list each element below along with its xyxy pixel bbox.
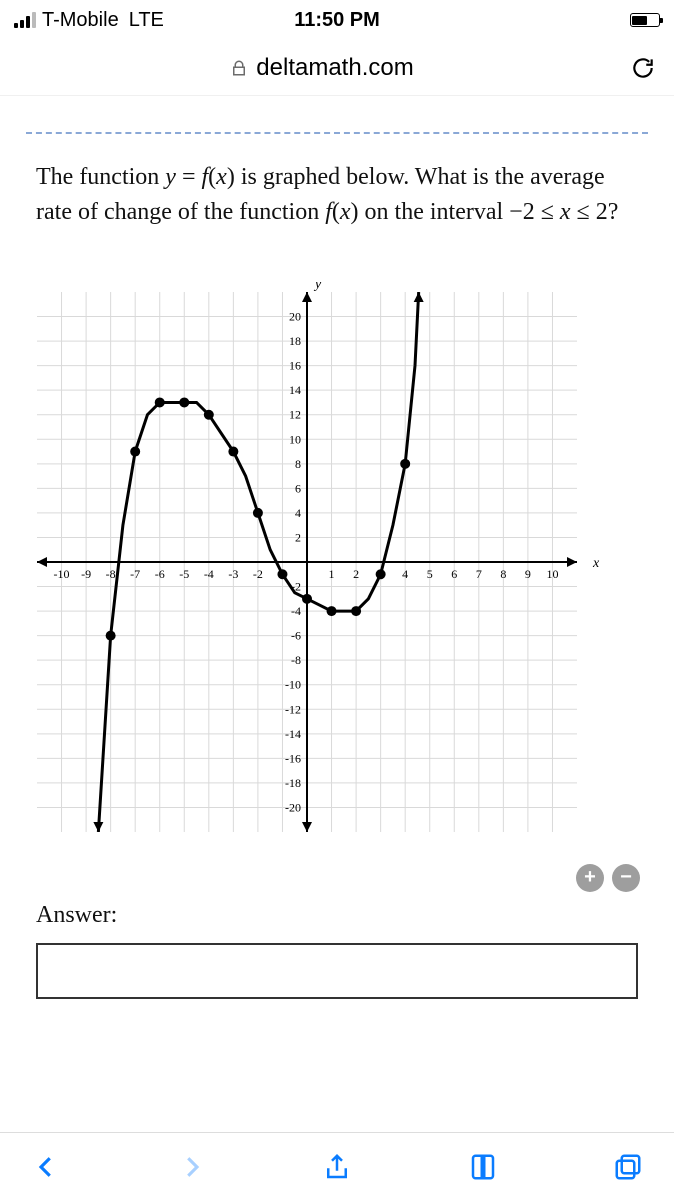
share-button[interactable] [317, 1147, 357, 1187]
answer-section: Answer: [36, 902, 638, 999]
network-label: LTE [129, 9, 164, 32]
svg-text:9: 9 [525, 567, 531, 581]
question-text: The function y = f(x) is graphed below. … [36, 160, 638, 230]
svg-text:-4: -4 [204, 567, 214, 581]
svg-text:-14: -14 [285, 726, 301, 740]
status-left: T-Mobile LTE [14, 9, 229, 32]
book-icon [468, 1152, 498, 1182]
svg-text:-16: -16 [285, 751, 301, 765]
svg-text:-7: -7 [130, 567, 140, 581]
svg-text:-20: -20 [285, 800, 301, 814]
plus-icon: + [584, 866, 596, 889]
minus-icon: − [620, 866, 632, 889]
q-p1: ( [208, 164, 216, 190]
q-mid2: on the interval [359, 199, 510, 225]
q-int-r: ≤ 2 [571, 199, 608, 225]
tabs-button[interactable] [608, 1147, 648, 1187]
svg-text:16: 16 [289, 358, 301, 372]
svg-text:20: 20 [289, 309, 301, 323]
reload-icon [630, 55, 656, 81]
svg-text:8: 8 [295, 456, 301, 470]
svg-text:-5: -5 [179, 567, 189, 581]
status-time: 11:50 PM [229, 9, 444, 32]
signal-icon [14, 12, 36, 28]
svg-text:-8: -8 [291, 653, 301, 667]
svg-text:-8: -8 [106, 567, 116, 581]
url-display[interactable]: deltamath.com [16, 54, 628, 82]
answer-label: Answer: [36, 902, 638, 929]
lock-icon [230, 59, 248, 77]
tabs-icon [613, 1152, 643, 1182]
svg-text:-18: -18 [285, 776, 301, 790]
q-c1: ) [227, 164, 235, 190]
bookmarks-button[interactable] [463, 1147, 503, 1187]
carrier-label: T-Mobile [42, 9, 119, 32]
q-y: y [165, 164, 176, 190]
svg-text:6: 6 [295, 481, 301, 495]
chart-container: -10-9-8-7-6-5-4-3-2-112345678910-20-18-1… [0, 282, 674, 842]
svg-text:6: 6 [451, 567, 457, 581]
status-bar: T-Mobile LTE 11:50 PM [0, 0, 674, 40]
svg-text:-10: -10 [285, 677, 301, 691]
zoom-controls: + − [576, 864, 640, 892]
q-eq: = [176, 164, 202, 190]
svg-text:y: y [313, 282, 322, 292]
svg-text:4: 4 [402, 567, 408, 581]
status-right [445, 13, 660, 27]
svg-text:5: 5 [427, 567, 433, 581]
question-panel: The function y = f(x) is graphed below. … [0, 134, 674, 230]
svg-text:10: 10 [546, 567, 558, 581]
svg-text:-9: -9 [81, 567, 91, 581]
q-p2: ( [332, 199, 340, 225]
svg-text:-2: -2 [253, 567, 263, 581]
svg-text:4: 4 [295, 506, 301, 520]
q-f2: f [325, 199, 332, 225]
svg-text:-6: -6 [291, 628, 301, 642]
q-pre: The function [36, 164, 165, 190]
function-graph[interactable]: -10-9-8-7-6-5-4-3-2-112345678910-20-18-1… [27, 282, 647, 842]
chevron-right-icon [177, 1152, 207, 1182]
svg-text:14: 14 [289, 383, 301, 397]
zoom-out-button[interactable]: − [612, 864, 640, 892]
svg-text:-12: -12 [285, 702, 301, 716]
forward-button [172, 1147, 212, 1187]
svg-text:x: x [592, 556, 600, 571]
q-x2: x [340, 199, 351, 225]
reload-button[interactable] [628, 53, 658, 83]
browser-url-bar[interactable]: deltamath.com [0, 40, 674, 96]
back-button[interactable] [26, 1147, 66, 1187]
svg-text:-4: -4 [291, 604, 301, 618]
svg-text:-6: -6 [155, 567, 165, 581]
svg-text:7: 7 [476, 567, 482, 581]
answer-input[interactable] [36, 943, 638, 999]
svg-text:2: 2 [353, 567, 359, 581]
q-x1: x [216, 164, 227, 190]
q-end: ? [608, 199, 619, 225]
battery-icon [630, 13, 660, 27]
svg-text:1: 1 [329, 567, 335, 581]
svg-text:10: 10 [289, 432, 301, 446]
svg-text:2: 2 [295, 530, 301, 544]
svg-text:18: 18 [289, 334, 301, 348]
svg-text:12: 12 [289, 407, 301, 421]
svg-text:-3: -3 [228, 567, 238, 581]
battery-fill [632, 16, 647, 25]
chevron-left-icon [31, 1152, 61, 1182]
q-int-x: x [560, 199, 571, 225]
svg-text:8: 8 [500, 567, 506, 581]
browser-toolbar [0, 1132, 674, 1200]
q-c2: ) [351, 199, 359, 225]
q-int-l: −2 ≤ [509, 199, 560, 225]
share-icon [322, 1152, 352, 1182]
url-domain: deltamath.com [256, 54, 413, 82]
zoom-in-button[interactable]: + [576, 864, 604, 892]
svg-text:-10: -10 [54, 567, 70, 581]
